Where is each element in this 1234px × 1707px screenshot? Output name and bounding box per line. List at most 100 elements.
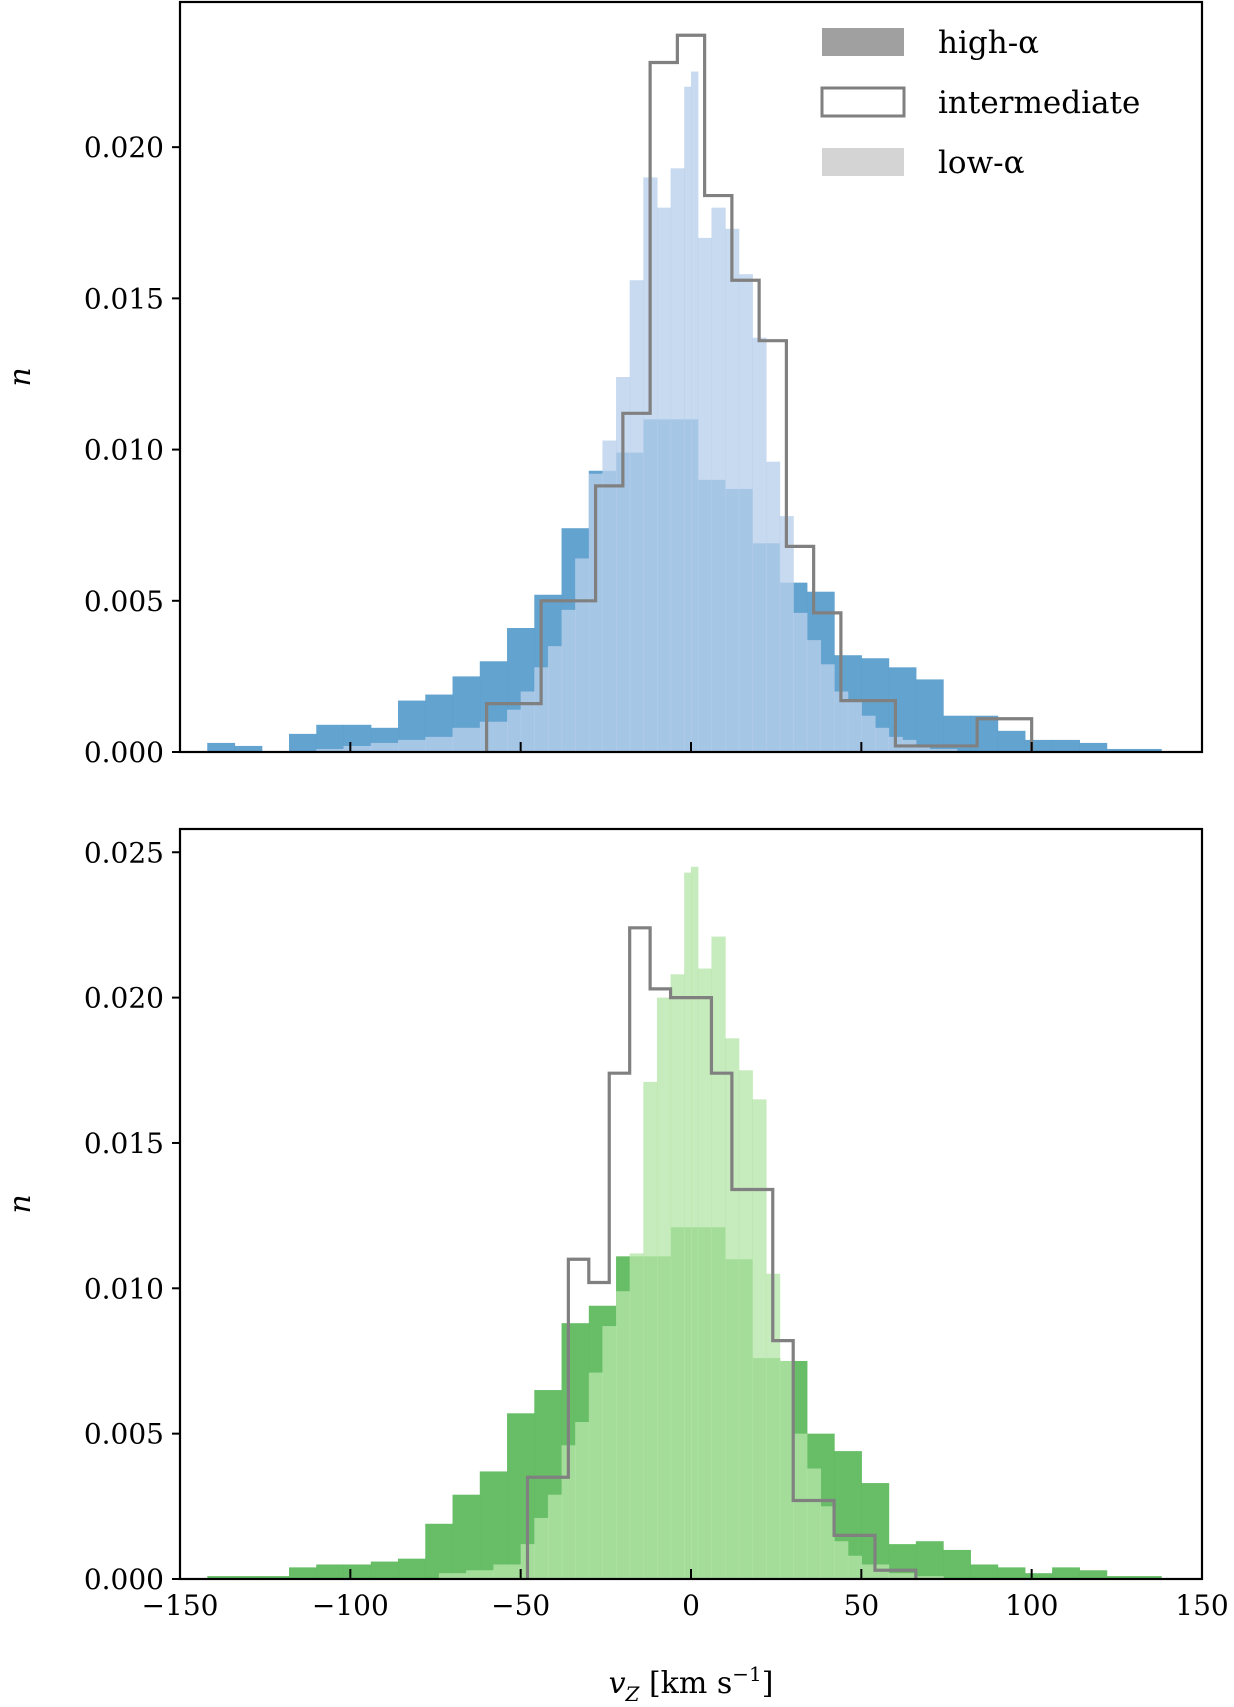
bar-high-alpha: [997, 1567, 1026, 1579]
bar-low-alpha: [561, 609, 576, 752]
y-tick-label: 0.020: [84, 982, 164, 1015]
bar-high-alpha: [1052, 1567, 1080, 1579]
bar-low-alpha: [861, 715, 876, 752]
bar-high-alpha: [289, 1567, 317, 1579]
bar-low-alpha: [691, 71, 699, 752]
bar-low-alpha: [466, 1570, 495, 1579]
bar-low-alpha: [547, 1494, 563, 1579]
bar-low-alpha: [602, 1326, 617, 1579]
bar-low-alpha: [779, 516, 794, 752]
bar-low-alpha: [670, 168, 685, 752]
bar-low-alpha: [507, 709, 522, 752]
bar-low-alpha: [820, 1506, 835, 1579]
bar-low-alpha: [547, 646, 563, 752]
bar-low-alpha: [602, 440, 617, 752]
y-tick-label: 0.015: [84, 1127, 164, 1160]
bar-low-alpha: [643, 1081, 658, 1579]
bar-high-alpha: [452, 1494, 481, 1579]
x-tick-label: −150: [142, 1589, 219, 1622]
bar-high-alpha: [1079, 1570, 1108, 1579]
bar-high-alpha: [289, 733, 317, 752]
bar-low-alpha: [874, 727, 890, 752]
plot-area: [207, 866, 1162, 1579]
bar-low-alpha: [725, 228, 740, 752]
y-tick-label: 0.025: [84, 836, 164, 869]
bar-high-alpha: [316, 1564, 345, 1579]
bar-low-alpha: [452, 727, 481, 752]
bar-low-alpha: [479, 721, 508, 752]
x-axis-label: vZ [km s−1]: [609, 1662, 774, 1706]
legend-label: intermediate: [938, 85, 1140, 121]
bar-low-alpha: [670, 974, 685, 1579]
bar-high-alpha: [1133, 748, 1162, 752]
bar-low-alpha: [684, 86, 692, 752]
bar-low-alpha: [684, 872, 692, 1579]
bar-low-alpha: [834, 691, 849, 752]
bar-low-alpha: [711, 207, 726, 752]
bar-low-alpha: [929, 748, 958, 752]
x-tick-label: 100: [1005, 1589, 1058, 1622]
bar-low-alpha: [425, 736, 454, 752]
bar-low-alpha: [711, 936, 726, 1579]
bar-high-alpha: [234, 745, 263, 752]
bar-low-alpha: [588, 1372, 604, 1579]
x-tick-label: 150: [1175, 1589, 1228, 1622]
bar-low-alpha: [793, 1433, 808, 1579]
x-tick-label: −100: [312, 1589, 389, 1622]
bar-low-alpha: [398, 739, 426, 752]
y-tick-label: 0.020: [84, 131, 164, 164]
top-panel: 0.000 0.005 0.010 0.015 0.020 n high-α intermed…: [3, 0, 1204, 769]
bar-low-alpha: [765, 461, 781, 752]
bar-high-alpha: [1024, 739, 1053, 752]
bar-low-alpha: [915, 745, 931, 752]
bar-high-alpha: [1024, 1573, 1053, 1579]
bar-low-alpha: [738, 274, 753, 752]
y-axis-label: n: [3, 1194, 38, 1213]
bar-low-alpha: [438, 1573, 467, 1579]
x-tick-label: −50: [491, 1589, 550, 1622]
bar-high-alpha: [1106, 1576, 1135, 1579]
bar-low-alpha: [616, 377, 631, 752]
legend: high-α intermediate low-α: [820, 25, 1140, 181]
bar-high-alpha: [398, 1558, 426, 1579]
bar-high-alpha: [207, 1576, 236, 1579]
series-low-alpha: [316, 71, 958, 752]
bar-high-alpha: [1052, 739, 1080, 752]
bar-high-alpha: [943, 1549, 971, 1579]
bar-low-alpha: [316, 748, 345, 752]
legend-swatch: [822, 28, 904, 56]
bar-low-alpha: [534, 1517, 549, 1579]
bar-high-alpha: [343, 1564, 372, 1579]
bar-low-alpha: [691, 866, 699, 1579]
bar-low-alpha: [888, 1573, 917, 1579]
bar-low-alpha: [752, 337, 767, 752]
bar-low-alpha: [847, 700, 862, 752]
bar-low-alpha: [575, 1422, 590, 1579]
step-line-intermediate: [485, 33, 1034, 752]
bar-high-alpha: [261, 1576, 290, 1579]
bar-low-alpha: [629, 1253, 644, 1579]
bar-low-alpha: [656, 207, 672, 752]
bar-low-alpha: [765, 1273, 781, 1579]
bar-low-alpha: [697, 237, 713, 752]
bar-high-alpha: [915, 1541, 944, 1579]
bar-low-alpha: [697, 968, 713, 1579]
x-tick-label: 0: [682, 1589, 700, 1622]
y-tick-label: 0.000: [84, 1563, 164, 1596]
y-tick-label: 0.005: [84, 1418, 164, 1451]
bar-high-alpha: [1106, 748, 1135, 752]
plot-area: [207, 33, 1162, 752]
bar-low-alpha: [575, 558, 590, 752]
bar-low-alpha: [643, 177, 658, 752]
bar-low-alpha: [752, 1099, 767, 1579]
bar-low-alpha: [847, 1555, 862, 1579]
bar-high-alpha: [915, 679, 944, 752]
legend-label: low-α: [938, 145, 1025, 181]
y-tick-label: 0.005: [84, 585, 164, 618]
y-tick-label: 0.010: [84, 434, 164, 467]
bar-low-alpha: [820, 664, 835, 752]
series-low-alpha: [438, 866, 944, 1579]
bar-low-alpha: [370, 742, 399, 752]
step-line-intermediate: [525, 926, 918, 1579]
